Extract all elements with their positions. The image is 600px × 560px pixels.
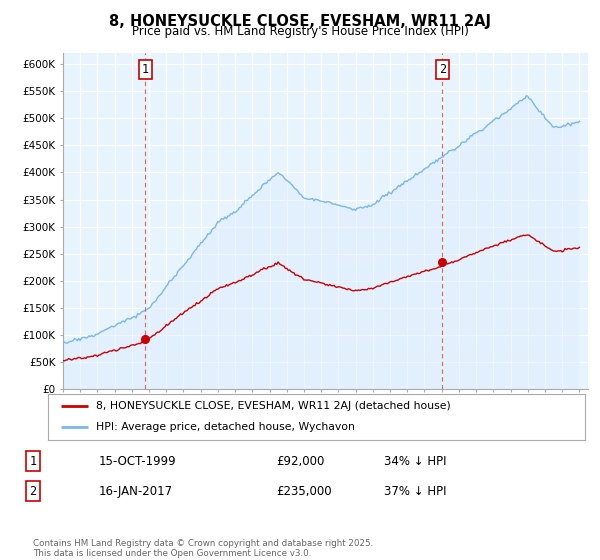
Text: Contains HM Land Registry data © Crown copyright and database right 2025.
This d: Contains HM Land Registry data © Crown c…: [33, 539, 373, 558]
Text: 15-OCT-1999: 15-OCT-1999: [99, 455, 176, 468]
Text: HPI: Average price, detached house, Wychavon: HPI: Average price, detached house, Wych…: [97, 422, 355, 432]
Text: 2: 2: [29, 484, 37, 498]
Text: 1: 1: [142, 63, 149, 76]
Text: £235,000: £235,000: [276, 484, 332, 498]
Text: 8, HONEYSUCKLE CLOSE, EVESHAM, WR11 2AJ: 8, HONEYSUCKLE CLOSE, EVESHAM, WR11 2AJ: [109, 14, 491, 29]
Text: Price paid vs. HM Land Registry's House Price Index (HPI): Price paid vs. HM Land Registry's House …: [131, 25, 469, 38]
Text: 37% ↓ HPI: 37% ↓ HPI: [384, 484, 446, 498]
Text: 2: 2: [439, 63, 446, 76]
Text: 34% ↓ HPI: 34% ↓ HPI: [384, 455, 446, 468]
Text: 16-JAN-2017: 16-JAN-2017: [99, 484, 173, 498]
Text: £92,000: £92,000: [276, 455, 325, 468]
Text: 8, HONEYSUCKLE CLOSE, EVESHAM, WR11 2AJ (detached house): 8, HONEYSUCKLE CLOSE, EVESHAM, WR11 2AJ …: [97, 401, 451, 411]
Text: 1: 1: [29, 455, 37, 468]
